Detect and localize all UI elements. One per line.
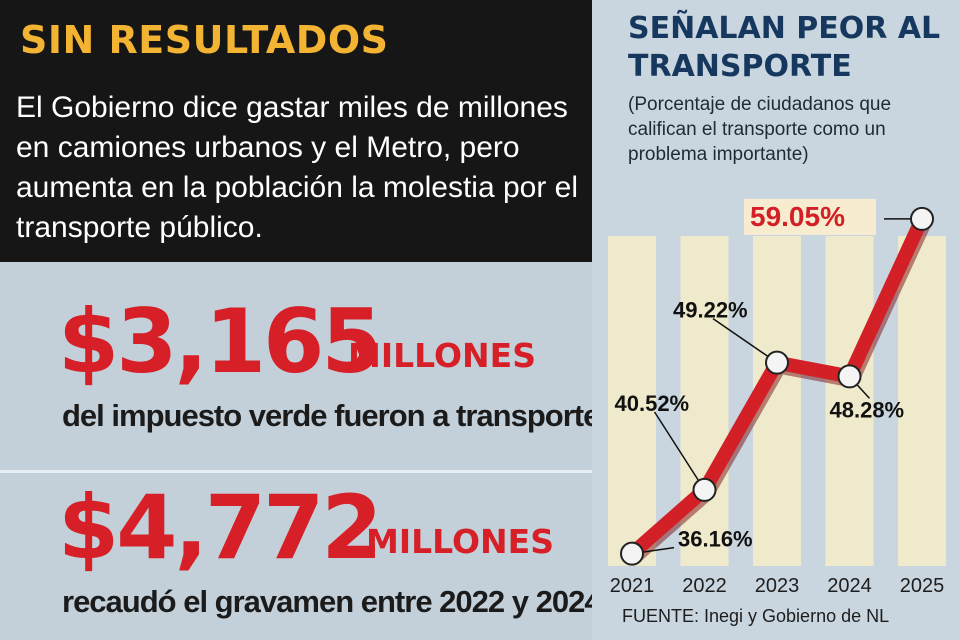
stat-unit-1: MILLONES	[348, 336, 536, 375]
stat-number-2: $4,772	[58, 476, 383, 579]
column-band	[608, 236, 656, 566]
data-point	[765, 350, 789, 375]
x-tick-label: 2024	[827, 575, 872, 597]
x-tick-label: 2023	[755, 575, 800, 597]
column-band	[825, 236, 874, 566]
intro-text: El Gobierno dice gastar miles de millone…	[16, 91, 579, 244]
highlight-label-bg	[744, 198, 876, 235]
chart-title: SEÑALAN PEOR AL TRANSPORTE	[628, 11, 941, 84]
stat-caption-2: recaudó el gravamen entre 2022 y 2024.	[62, 584, 609, 619]
chart-subtitle: (Porcentaje de ciudadanos que califican …	[628, 94, 892, 165]
x-tick-label: 2021	[610, 575, 655, 597]
x-tick-label: 2025	[900, 575, 945, 597]
stat-number-1: $3,165	[58, 290, 383, 393]
stat-unit-2: MILLONES	[366, 522, 554, 561]
x-tick-label: 2022	[682, 575, 727, 597]
leader-line	[653, 411, 706, 491]
data-point	[837, 364, 862, 389]
stats-panel	[0, 262, 592, 640]
data-point	[620, 541, 644, 566]
stats-divider	[0, 470, 592, 473]
chart-panel: SEÑALAN PEOR AL TRANSPORTE (Porcentaje d…	[592, 0, 960, 640]
line-chart: 36.16% 40.52% 49.22% 48.28% 59.05% 2021 2022 20…	[608, 198, 946, 597]
headline: SIN RESULTADOS	[20, 18, 389, 62]
data-label: 59.05%	[750, 201, 845, 232]
chart-source: FUENTE: Inegi y Gobierno de NL	[622, 606, 890, 626]
column-band	[898, 236, 946, 566]
data-point	[910, 206, 934, 231]
data-label: 40.52%	[615, 391, 690, 416]
data-label: 36.16%	[678, 527, 753, 552]
stat-caption-1: del impuesto verde fueron a transporte.	[62, 398, 608, 433]
header-panel: SIN RESULTADOS El Gobierno dice gastar m…	[0, 0, 592, 262]
data-label: 49.22%	[673, 298, 748, 323]
data-point	[692, 477, 717, 502]
leader-line	[712, 318, 778, 364]
data-label: 48.28%	[830, 397, 905, 422]
